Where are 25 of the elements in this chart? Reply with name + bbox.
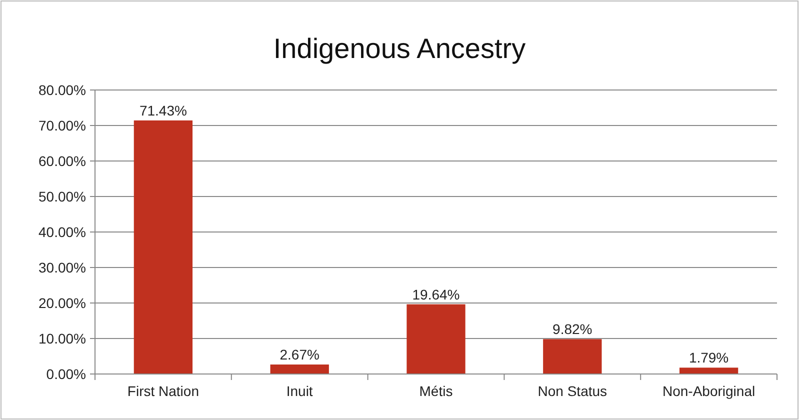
x-tick-label: Métis: [419, 383, 453, 399]
data-label: 2.67%: [280, 346, 320, 363]
bar: [406, 304, 466, 374]
y-tick-label: 50.00%: [38, 188, 86, 204]
x-tick-label: First Nation: [127, 383, 199, 399]
data-label: 19.64%: [412, 286, 460, 302]
data-label: 9.82%: [552, 321, 592, 338]
data-label: 1.79%: [688, 350, 729, 366]
data-label: 71.43%: [139, 102, 187, 118]
x-tick-label: Non Status: [538, 383, 608, 399]
x-tick-label: Inuit: [286, 383, 313, 399]
y-tick-label: 10.00%: [38, 330, 86, 346]
y-tick-label: 80.00%: [38, 82, 86, 98]
bar: [543, 339, 602, 374]
y-tick-label: 0.00%: [46, 366, 86, 382]
y-tick-label: 40.00%: [38, 224, 86, 240]
x-tick-label: Non-Aboriginal: [662, 383, 756, 399]
y-tick-label: 30.00%: [38, 260, 86, 276]
bar: [270, 364, 329, 374]
bar: [679, 368, 738, 374]
y-tick-label: 60.00%: [38, 153, 86, 169]
y-tick-label: 20.00%: [38, 295, 86, 311]
bar: [134, 120, 193, 374]
y-tick-label: 70.00%: [38, 118, 86, 134]
chart-title: Indigenous Ancestry: [273, 33, 526, 64]
